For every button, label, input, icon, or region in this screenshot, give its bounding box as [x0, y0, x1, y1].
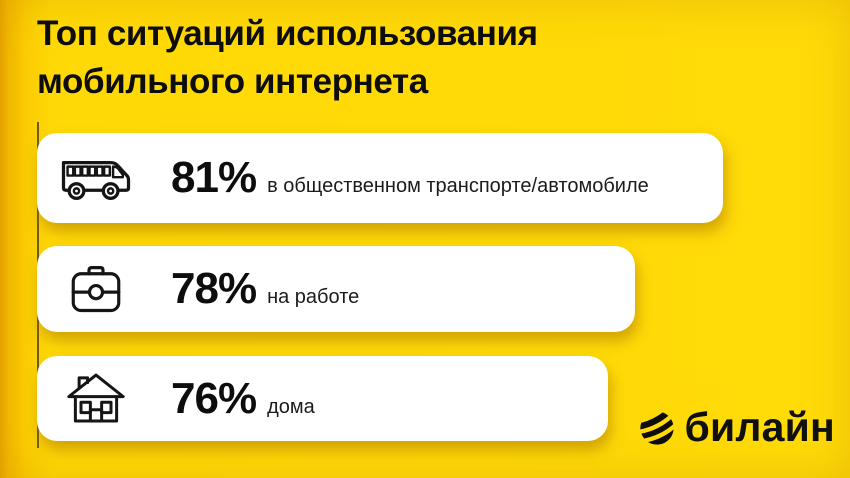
bar-value: 81%	[171, 153, 257, 202]
bar-value: 78%	[171, 264, 257, 313]
brand-name: билайн	[684, 404, 835, 450]
bar-row-work: 78% на работе	[37, 246, 635, 332]
bar-label: на работе	[267, 286, 360, 308]
bar-row-transport: 81% в общественном транспорте/автомобиле	[37, 133, 723, 223]
bus-icon	[57, 152, 135, 204]
bar-label: дома	[267, 395, 315, 418]
bar-text: 78% на работе	[171, 264, 359, 314]
bar-label: в общественном транспорте/автомобиле	[267, 175, 649, 197]
brand-logo: билайн	[639, 407, 835, 448]
house-icon	[57, 371, 135, 426]
briefcase-icon	[57, 263, 135, 316]
bar-row-home: 76% дома	[37, 356, 608, 441]
beeline-striped-sphere-icon	[639, 409, 676, 446]
page-title: Топ ситуаций использования мобильного ин…	[37, 14, 538, 101]
bar-text: 76% дома	[171, 374, 315, 424]
bar-text: 81% в общественном транспорте/автомобиле	[171, 153, 649, 203]
bar-value: 76%	[171, 373, 257, 423]
